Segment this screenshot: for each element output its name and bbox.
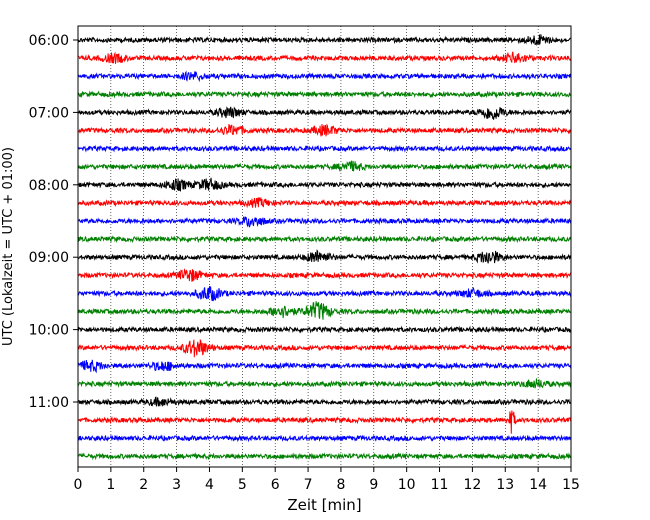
y-axis-ticks: 06:00 07:00 08:00 09:00 10:00 11:00 [29, 33, 78, 411]
trace-21 [77, 410, 572, 434]
x-tick-label: 1 [106, 477, 115, 493]
trace-0 [77, 34, 572, 47]
trace-6 [77, 144, 572, 153]
y-tick-label: 08:00 [29, 178, 69, 194]
trace-1 [77, 51, 572, 64]
trace-16 [77, 325, 572, 334]
x-tick-label: 8 [336, 477, 345, 493]
plot-frame [77, 25, 572, 468]
trace-22 [77, 434, 572, 443]
trace-10 [77, 216, 572, 228]
y-tick-label: 10:00 [29, 323, 69, 339]
x-tick-label: 10 [398, 477, 416, 493]
x-tick-label: 3 [172, 477, 181, 493]
y-tick-label: 11:00 [29, 395, 69, 411]
trace-14 [77, 286, 572, 302]
x-tick-label: 7 [304, 477, 313, 493]
y-tick-label: 07:00 [29, 105, 69, 121]
trace-7 [77, 160, 572, 173]
x-tick-label: 11 [431, 477, 449, 493]
x-tick-label: 12 [463, 477, 481, 493]
trace-5 [77, 123, 572, 137]
trace-4 [77, 106, 572, 120]
x-tick-label: 5 [238, 477, 247, 493]
trace-8 [77, 177, 572, 192]
trace-18 [77, 359, 572, 374]
x-axis-label: Zeit [min] [287, 496, 361, 514]
trace-2 [77, 70, 572, 83]
y-tick-label: 09:00 [29, 250, 69, 266]
trace-13 [77, 268, 572, 282]
x-tick-label: 6 [271, 477, 280, 493]
x-tick-label: 4 [205, 477, 214, 493]
x-axis-ticks: 0 1 2 3 4 5 6 7 8 9 10 11 12 13 14 15 [74, 467, 580, 493]
x-tick-label: 13 [496, 477, 514, 493]
x-tick-label: 15 [562, 477, 580, 493]
y-tick-label: 06:00 [29, 33, 69, 49]
trace-17 [77, 338, 572, 358]
x-tick-label: 9 [369, 477, 378, 493]
trace-3 [77, 90, 572, 99]
trace-19 [77, 378, 572, 389]
trace-23 [77, 452, 572, 461]
x-tick-label: 0 [74, 477, 83, 493]
trace-20 [77, 396, 572, 407]
x-tick-label: 14 [529, 477, 547, 493]
x-tick-label: 2 [139, 477, 148, 493]
trace-12 [77, 249, 572, 264]
trace-9 [77, 197, 572, 209]
trace-15 [77, 301, 572, 320]
trace-11 [77, 234, 572, 244]
seismic-traces [77, 34, 572, 461]
y-axis-label: UTC (Lokalzeit = UTC + 01:00) [1, 147, 16, 346]
